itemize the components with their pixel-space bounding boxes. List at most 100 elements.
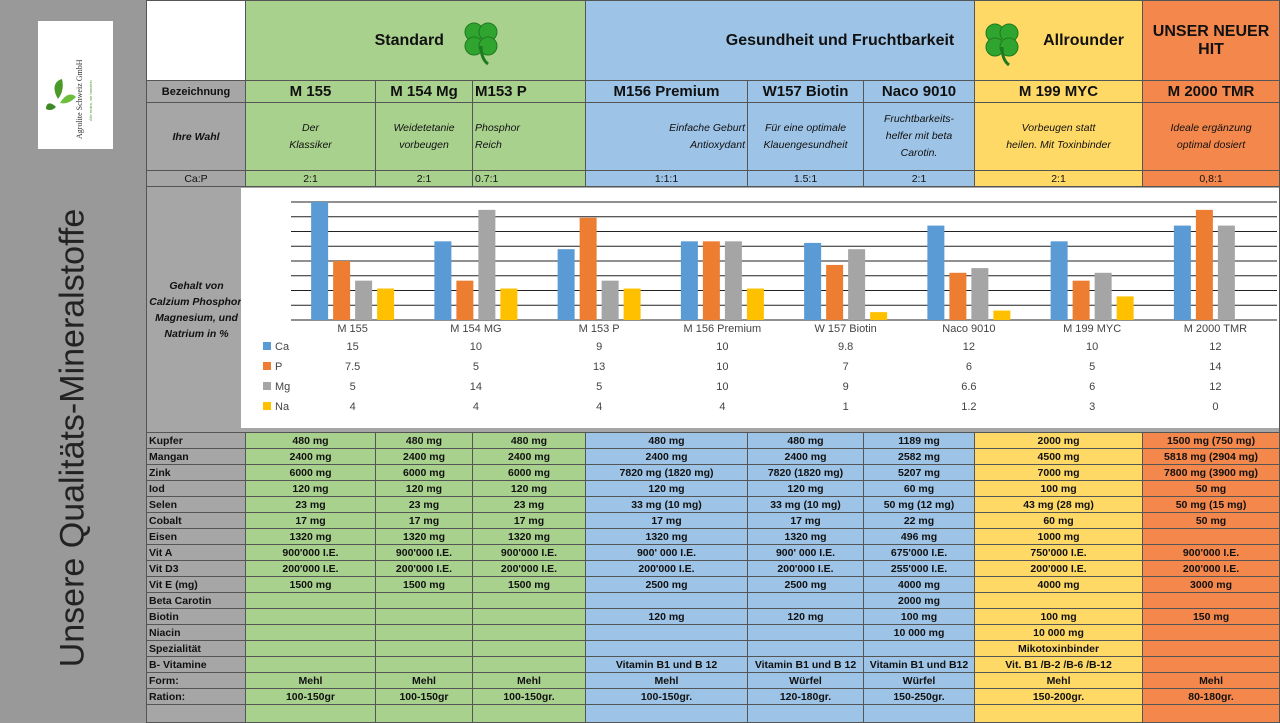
data-label: 0 xyxy=(1212,401,1218,413)
bar-mg xyxy=(971,268,989,320)
value-cell xyxy=(585,640,748,657)
value-cell: 33 mg (10 mg) xyxy=(585,496,748,513)
value-cell: 10 000 mg xyxy=(974,624,1144,641)
value-cell: Mehl xyxy=(974,672,1144,689)
value-cell: 7820 (1820 mg) xyxy=(747,464,864,481)
value-cell: 1500 mg xyxy=(472,576,586,593)
bar-mg xyxy=(355,280,373,320)
data-row: Selen 23 mg 23 mg 23 mg 33 mg (10 mg) 33 mg (… xyxy=(146,496,1280,513)
category-label: M 155 xyxy=(337,323,368,335)
value-cell: 5818 mg (2904 mg) xyxy=(1142,448,1280,465)
value-cell: 120 mg xyxy=(472,480,586,497)
value-cell: 1500 mg (750 mg) xyxy=(1142,432,1280,449)
value-cell: 17 mg xyxy=(245,512,376,529)
value-cell: 2500 mg xyxy=(585,576,748,593)
data-label: 1.2 xyxy=(961,401,976,413)
category-label: M 2000 TMR xyxy=(1184,323,1247,335)
bar-na xyxy=(1116,296,1134,320)
page-title: Unsere Qualitäts-Mineralstoffe xyxy=(53,208,92,668)
value-cell xyxy=(747,592,864,609)
data-label: 5 xyxy=(473,361,479,373)
value-cell: 17 mg xyxy=(472,512,586,529)
value-cell xyxy=(472,640,586,657)
row-label: Form: xyxy=(146,672,246,689)
data-label: 12 xyxy=(1209,341,1221,353)
data-label: 10 xyxy=(1086,341,1098,353)
cap-value: 1:1:1 xyxy=(585,170,748,187)
data-label: 9 xyxy=(596,341,602,353)
value-cell xyxy=(585,624,748,641)
value-cell: Mehl xyxy=(1142,672,1280,689)
data-label: 4 xyxy=(350,401,356,413)
cap-value: 2:1 xyxy=(245,170,376,187)
value-cell: 22 mg xyxy=(862,512,976,529)
product-code: M 154 Mg xyxy=(375,80,473,103)
value-cell: 480 mg xyxy=(472,432,586,449)
value-cell xyxy=(245,624,376,641)
row-label: Selen xyxy=(146,496,246,513)
value-cell: 1320 mg xyxy=(245,528,376,545)
value-cell: 3000 mg xyxy=(1142,576,1280,593)
row-label: Vit D3 xyxy=(146,560,246,577)
bar-ca xyxy=(1050,241,1068,320)
bar-mg xyxy=(848,249,866,320)
data-row: Beta Carotin 2000 mg xyxy=(146,592,1280,609)
value-cell: 1320 mg xyxy=(747,528,864,545)
cap-value: 2:1 xyxy=(375,170,473,187)
category-label: W 157 Biotin xyxy=(814,323,876,335)
value-cell: 80-180gr. xyxy=(1142,688,1280,705)
bar-na xyxy=(870,312,888,320)
value-cell: 60 mg xyxy=(862,480,976,497)
value-cell xyxy=(375,640,473,657)
value-cell: 100-150gr. xyxy=(472,688,586,705)
legend-swatch-mg xyxy=(263,382,271,390)
value-cell: Mehl xyxy=(585,672,748,689)
bar-ca xyxy=(434,241,452,320)
value-cell xyxy=(375,592,473,609)
value-cell xyxy=(375,656,473,673)
value-cell xyxy=(375,608,473,625)
data-label: 5 xyxy=(1089,361,1095,373)
bar-ca xyxy=(680,241,698,320)
row-label: Spezialität xyxy=(146,640,246,657)
row-label: Kupfer xyxy=(146,432,246,449)
data-row: Form: Mehl Mehl Mehl Mehl Würfel Würfel Mehl Meh… xyxy=(146,672,1280,689)
value-cell: 675'000 I.E. xyxy=(862,544,976,561)
cap-row: Ca:P 2:1 2:1 0.7:1 1:1:1 1.5:1 2:1 2:1 0… xyxy=(146,170,1280,187)
row-label: Iod xyxy=(146,480,246,497)
group-new: UNSER NEUER HIT xyxy=(1142,0,1280,81)
value-cell: 50 mg (12 mg) xyxy=(862,496,976,513)
data-label: 12 xyxy=(1209,381,1221,393)
value-cell: 900'000 I.E. xyxy=(375,544,473,561)
value-cell: 7800 mg (3900 mg) xyxy=(1142,464,1280,481)
value-cell: Vit. B1 /B-2 /B-6 /B-12 xyxy=(974,656,1144,673)
data-row: Vit A 900'000 I.E. 900'000 I.E. 900'000 I.E… xyxy=(146,544,1280,561)
value-cell xyxy=(245,592,376,609)
bar-mg xyxy=(1217,225,1235,320)
value-cell: 2400 mg xyxy=(747,448,864,465)
value-cell: 900'000 I.E. xyxy=(245,544,376,561)
data-row: B- Vitamine Vitamin B1 und B 12 Vitamin B1… xyxy=(146,656,1280,673)
data-label: 10 xyxy=(716,381,728,393)
value-cell: 2500 mg xyxy=(747,576,864,593)
data-label: 4 xyxy=(473,401,479,413)
value-cell: 255'000 I.E. xyxy=(862,560,976,577)
value-cell: 200'000 I.E. xyxy=(245,560,376,577)
bar-na xyxy=(377,288,395,320)
legend-label: Mg xyxy=(275,381,290,393)
product-code: M156 Premium xyxy=(585,80,748,103)
value-cell: 150 mg xyxy=(1142,608,1280,625)
data-label: 3 xyxy=(1089,401,1095,413)
value-cell: 7820 mg (1820 mg) xyxy=(585,464,748,481)
value-cell: 1320 mg xyxy=(585,528,748,545)
bar-p xyxy=(702,241,720,320)
product-code: W157 Biotin xyxy=(747,80,864,103)
value-cell: 60 mg xyxy=(974,512,1144,529)
clover-icon xyxy=(464,22,498,65)
value-cell: 23 mg xyxy=(245,496,376,513)
group-health: Gesundheit und Fruchtbarkeit xyxy=(584,0,976,81)
bar-p xyxy=(579,217,597,320)
group-standard: Standard xyxy=(245,0,586,81)
value-cell: 2400 mg xyxy=(585,448,748,465)
data-label: 10 xyxy=(716,361,728,373)
